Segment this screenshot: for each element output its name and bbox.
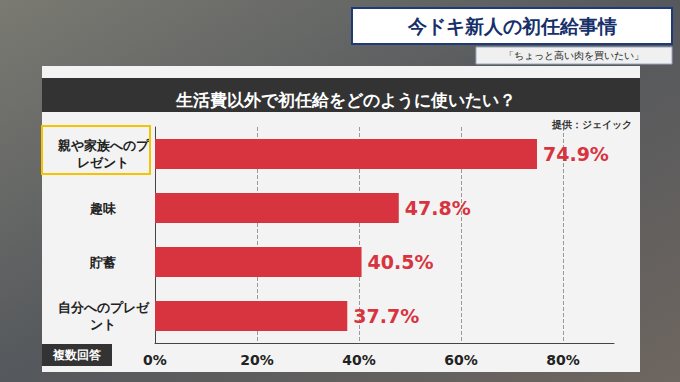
svg-text:レゼント: レゼント <box>77 155 129 170</box>
svg-text:20%: 20% <box>240 352 274 368</box>
svg-text:今ドキ新人の初任給事情: 今ドキ新人の初任給事情 <box>407 15 617 37</box>
svg-text:0%: 0% <box>143 352 167 368</box>
svg-text:「ちょっと高い肉を買いたい」: 「ちょっと高い肉を買いたい」 <box>504 50 644 61</box>
svg-text:37.7%: 37.7% <box>353 305 419 327</box>
svg-text:47.8%: 47.8% <box>405 197 471 219</box>
svg-text:提供：ジェイック: 提供：ジェイック <box>551 119 632 130</box>
svg-text:生活費以外で初任給をどのように使いたい？: 生活費以外で初任給をどのように使いたい？ <box>175 90 516 110</box>
svg-text:40%: 40% <box>342 352 376 368</box>
svg-text:60%: 60% <box>444 352 478 368</box>
svg-text:親や家族へのプ: 親や家族へのプ <box>57 138 150 153</box>
svg-text:貯蓄: 貯蓄 <box>89 255 116 270</box>
svg-text:自分へのプレゼ: 自分へのプレゼ <box>58 300 150 315</box>
svg-text:ント: ント <box>90 317 116 332</box>
svg-text:74.9%: 74.9% <box>543 143 609 165</box>
svg-text:趣味: 趣味 <box>89 201 117 216</box>
svg-text:40.5%: 40.5% <box>368 251 434 273</box>
svg-text:80%: 80% <box>546 352 580 368</box>
svg-text:複数回答: 複数回答 <box>52 348 102 362</box>
